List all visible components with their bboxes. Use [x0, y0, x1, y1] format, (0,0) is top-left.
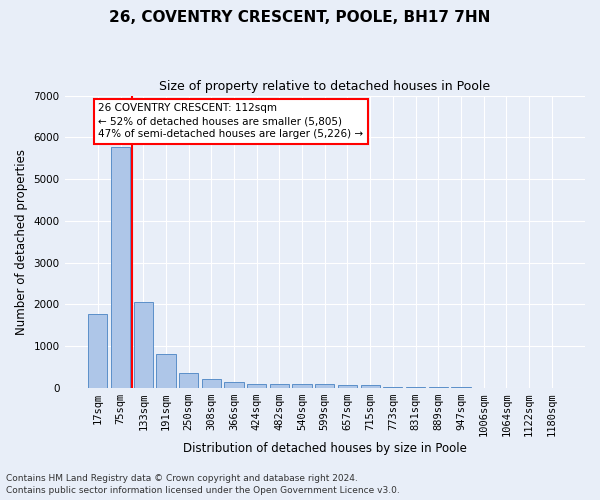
- Y-axis label: Number of detached properties: Number of detached properties: [15, 148, 28, 334]
- Bar: [134, 302, 153, 388]
- Bar: [383, 386, 403, 388]
- X-axis label: Distribution of detached houses by size in Poole: Distribution of detached houses by size …: [183, 442, 467, 455]
- Bar: [270, 384, 289, 388]
- Text: Contains HM Land Registry data © Crown copyright and database right 2024.
Contai: Contains HM Land Registry data © Crown c…: [6, 474, 400, 495]
- Bar: [111, 148, 130, 388]
- Text: 26, COVENTRY CRESCENT, POOLE, BH17 7HN: 26, COVENTRY CRESCENT, POOLE, BH17 7HN: [109, 10, 491, 25]
- Bar: [292, 384, 312, 388]
- Bar: [315, 384, 334, 388]
- Text: 26 COVENTRY CRESCENT: 112sqm
← 52% of detached houses are smaller (5,805)
47% of: 26 COVENTRY CRESCENT: 112sqm ← 52% of de…: [98, 103, 364, 140]
- Bar: [247, 384, 266, 388]
- Bar: [88, 314, 107, 388]
- Bar: [406, 387, 425, 388]
- Bar: [179, 373, 198, 388]
- Bar: [361, 385, 380, 388]
- Bar: [338, 385, 357, 388]
- Bar: [202, 380, 221, 388]
- Bar: [224, 382, 244, 388]
- Title: Size of property relative to detached houses in Poole: Size of property relative to detached ho…: [159, 80, 490, 93]
- Bar: [156, 354, 176, 388]
